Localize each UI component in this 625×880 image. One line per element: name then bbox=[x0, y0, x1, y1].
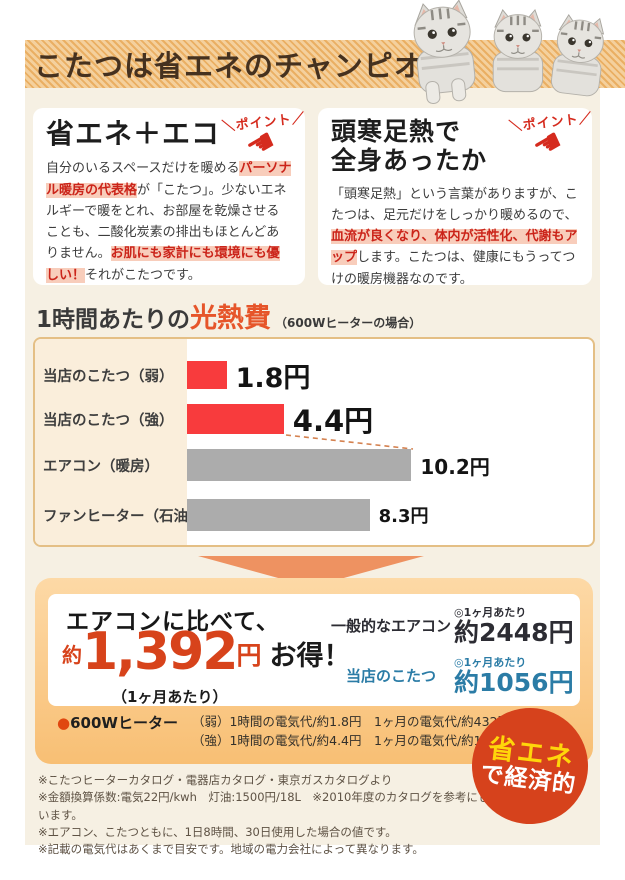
cost-bar-chart: 当店のこたつ（弱） 1.8円当店のこたつ（強） 4.4円エアコン（暖房） 10.2円フ… bbox=[33, 337, 595, 547]
chart-category-label: エアコン（暖房） bbox=[43, 458, 159, 475]
chart-category-label: 当店のこたつ（弱） bbox=[43, 368, 174, 385]
otoku-label: お得！ bbox=[269, 641, 351, 673]
monthly-cost-value: 約1056円 bbox=[454, 667, 574, 697]
chart-bar bbox=[187, 449, 412, 481]
kittens-image bbox=[413, 0, 605, 105]
heater-spec: ●600Wヒーター （弱）1時間の電気代/約1.8円 1ヶ月の電気代/約432円… bbox=[57, 712, 518, 751]
savings-inner-box: エアコンに比べて、 約 1,392 円 お得！ （1ヶ月あたり） 一般的なエアコ… bbox=[48, 594, 580, 706]
savings-section: エアコンに比べて、 約 1,392 円 お得！ （1ヶ月あたり） 一般的なエアコ… bbox=[35, 578, 593, 764]
point-callout: ＼ポイント／ ☚ bbox=[221, 108, 306, 167]
card-energy-eco: ＼ポイント／ ☚ 省エネ＋エコ 自分のいるスペースだけを暖めるパーソナル暖房の代… bbox=[33, 108, 306, 286]
comparison-row: 一般的なエアコン ◎1ヶ月あたり 約2448円 bbox=[328, 600, 574, 650]
card-body: 自分のいるスペースだけを暖めるパーソナル暖房の代表格が「こたつ」。少ないエネルギ… bbox=[46, 158, 292, 286]
chart-value-label: 1.8円 bbox=[235, 362, 311, 394]
page-title: こたつは省エネのチャンピオン！ bbox=[34, 49, 484, 83]
chart-row: エアコン（暖房） 10.2円 bbox=[35, 441, 593, 489]
chart-title-black: 1時間あたりの bbox=[36, 307, 191, 333]
spec-lines: （弱）1時間の電気代/約1.8円 1ヶ月の電気代/約432円 （強）1時間の電気代… bbox=[192, 712, 518, 751]
spec-line: （弱）1時間の電気代/約1.8円 1ヶ月の電気代/約432円 bbox=[191, 714, 511, 729]
point-callout: ＼ポイント／ ☚ bbox=[508, 108, 593, 167]
yen-unit: 円 bbox=[236, 641, 262, 671]
comparison-amount: ◎1ヶ月あたり 約2448円 bbox=[454, 604, 574, 647]
chart-row: 当店のこたつ（弱） 1.8円 bbox=[35, 353, 593, 397]
monthly-cost-value: 約2448円 bbox=[454, 617, 574, 647]
chart-bar bbox=[187, 404, 284, 434]
chart-bar bbox=[187, 361, 227, 389]
body-text: 自分のいるスペースだけを暖める bbox=[46, 161, 240, 177]
footnote: ※金額換算係数:電気22円/kwh 灯油:1500円/18L ※2010年度のカ… bbox=[38, 790, 501, 822]
chart-value-label: 10.2円 bbox=[420, 454, 490, 479]
bullet-icon: ● bbox=[57, 714, 71, 732]
per-month-note: （1ヶ月あたり） bbox=[112, 688, 228, 706]
chart-row: 当店のこたつ（強） 4.4円 bbox=[35, 397, 593, 441]
card-title: 省エネ＋エコ bbox=[46, 117, 221, 150]
spec-title-text: 600Wヒーター bbox=[70, 714, 178, 732]
chart-title: 1時間あたりの 光熱費 （600Wヒーターの場合） bbox=[36, 296, 421, 335]
chart-bar bbox=[187, 499, 370, 531]
comparison-label: 当店のこたつ bbox=[345, 666, 436, 685]
footnote: ※こたつヒーターカタログ・電器店カタログ・東京ガスカタログより bbox=[38, 773, 393, 787]
body-text: 「頭寒足熱」という言葉がありますが、こたつは、足元だけをしっかり暖めるので、 bbox=[331, 186, 578, 223]
savings-amount: 約 1,392 円 お得！ bbox=[62, 622, 351, 682]
comparison-amount: ◎1ヶ月あたり 約1056円 bbox=[454, 654, 574, 697]
footnote: ※記載の電気代はあくまで目安です。地域の電力会社によって異なります。 bbox=[38, 842, 424, 856]
chart-category-label: ファンヒーター（石油） bbox=[43, 508, 203, 525]
approx-prefix: 約 bbox=[62, 643, 82, 668]
chart-label-column bbox=[35, 339, 187, 545]
spec-line: （強）1時間の電気代/約4.4円 1ヶ月の電気代/約1056円 bbox=[191, 733, 518, 749]
card-title: 頭寒足熱で 全身あったか bbox=[331, 117, 488, 175]
card-body: 「頭寒足熱」という言葉がありますが、こたつは、足元だけをしっかり暖めるので、血流… bbox=[331, 184, 579, 291]
body-text: それがこたつです。 bbox=[85, 267, 201, 283]
comparison-label: 一般的なエアコン bbox=[330, 616, 451, 635]
footnote: ※エアコン、こたつともに、1日8時間、30日使用した場合の値です。 bbox=[38, 824, 397, 839]
comparison-row: 当店のこたつ ◎1ヶ月あたり 約1056円 bbox=[328, 650, 574, 700]
spec-title: ●600Wヒーター bbox=[57, 712, 178, 751]
savings-heading: エアコンに比べて、 bbox=[66, 609, 280, 635]
per-month-label: ◎1ヶ月あたり bbox=[454, 605, 527, 619]
chart-title-orange: 光熱費 bbox=[190, 303, 272, 334]
footnotes: ※こたつヒーターカタログ・電器店カタログ・東京ガスカタログより ※金額換算係数:電… bbox=[38, 772, 508, 858]
chart-subtitle: （600Wヒーターの場合） bbox=[275, 316, 422, 330]
card-zukan-sokunetsu: ＼ポイント／ ☚ 頭寒足熱で 全身あったか 「頭寒足熱」という言葉がありますが、… bbox=[318, 108, 593, 287]
body-text: します。こたつは、健康にもうってつけの暖房機器なのです。 bbox=[331, 250, 576, 287]
per-month-label: ◎1ヶ月あたり bbox=[454, 655, 527, 669]
chart-value-label: 8.3円 bbox=[378, 506, 429, 527]
chart-rows: 当店のこたつ（弱） 1.8円当店のこたつ（強） 4.4円エアコン（暖房） 10.2円フ… bbox=[35, 339, 593, 545]
chart-category-label: 当店のこたつ（強） bbox=[43, 412, 174, 429]
body-text: が「こたつ」。少ないエネルギーで暖をとれ、お部屋を乾燥させることも、二酸化炭素の… bbox=[46, 182, 287, 262]
comparison-rows: 一般的なエアコン ◎1ヶ月あたり 約2448円 当店のこたつ ◎1ヶ月あたり 約1056円 bbox=[328, 600, 574, 700]
savings-value: 1,392 bbox=[82, 622, 238, 682]
chart-row: ファンヒーター（石油） 8.3円 bbox=[35, 489, 593, 541]
chart-value-label: 4.4円 bbox=[292, 404, 374, 438]
